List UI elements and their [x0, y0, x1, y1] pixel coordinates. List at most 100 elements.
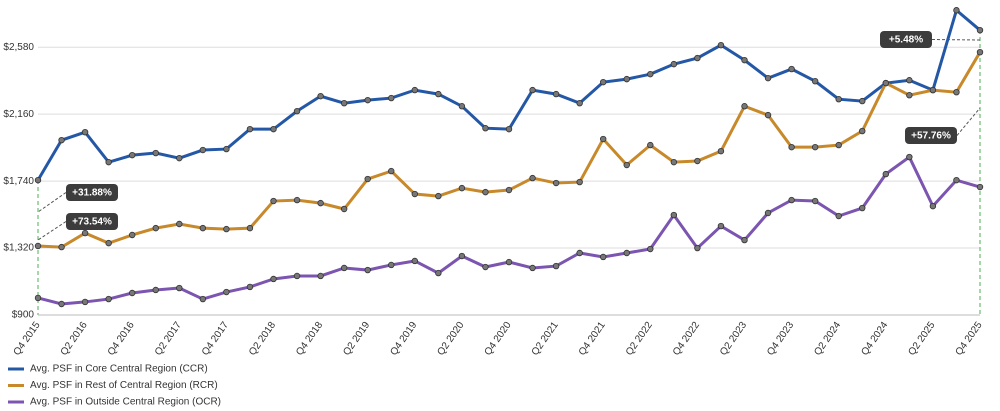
x-tick-label: Q2 2025 [906, 320, 937, 358]
data-point [929, 86, 937, 94]
data-point [670, 60, 678, 68]
data-point [717, 147, 725, 155]
data-point [529, 86, 536, 94]
data-point [199, 146, 207, 154]
data-point [105, 295, 112, 303]
y-tick-label: $2,160 [3, 109, 34, 120]
data-point [340, 99, 348, 107]
x-tick-label: Q2 2024 [812, 320, 843, 358]
data-point [505, 186, 513, 194]
x-tick-label: Q2 2017 [153, 320, 184, 358]
x-tick-label: Q4 2024 [859, 320, 890, 358]
data-point [576, 249, 583, 257]
data-point [105, 239, 112, 247]
data-point [623, 249, 630, 257]
data-point [670, 158, 678, 166]
data-point [152, 224, 159, 232]
data-point [482, 125, 489, 132]
data-point [953, 88, 960, 96]
data-point [388, 167, 395, 175]
data-point [953, 176, 960, 184]
data-point [58, 300, 65, 308]
annotation-box [905, 127, 957, 144]
data-point [81, 229, 89, 237]
data-point [694, 244, 701, 252]
data-point [717, 41, 725, 49]
data-point [105, 158, 112, 166]
data-point [694, 54, 701, 62]
data-point [223, 145, 230, 153]
data-point [717, 222, 725, 230]
data-point [152, 149, 159, 157]
data-point [835, 212, 842, 220]
data-point [435, 90, 442, 98]
data-point [458, 103, 466, 110]
data-point [953, 7, 960, 14]
data-point [364, 175, 371, 183]
data-point [270, 197, 277, 205]
data-point [741, 236, 748, 244]
data-point [764, 209, 772, 217]
x-tick-label: Q2 2016 [59, 320, 90, 358]
data-point [788, 196, 795, 204]
data-point [34, 242, 42, 250]
data-point [128, 151, 136, 159]
data-point [906, 77, 913, 84]
data-point [199, 224, 207, 232]
x-tick-label: Q4 2019 [388, 320, 419, 358]
data-point [788, 143, 795, 151]
annotation-leader [931, 39, 981, 41]
data-point [223, 225, 230, 233]
data-point [246, 224, 254, 232]
annotation-text: +5.48% [889, 35, 923, 46]
data-point [270, 275, 277, 283]
x-tick-label: Q2 2018 [247, 320, 278, 358]
data-point [128, 231, 136, 239]
annotation-text: +57.76% [911, 131, 951, 142]
data-point [270, 125, 277, 133]
x-tick-label: Q4 2015 [12, 320, 43, 358]
annotation-text: +31.88% [72, 188, 112, 199]
data-point [647, 70, 654, 78]
data-point [152, 286, 159, 294]
data-point [529, 264, 536, 272]
data-point [929, 202, 937, 210]
data-point [34, 294, 42, 302]
data-point [411, 257, 418, 265]
data-point [435, 269, 442, 277]
data-point [976, 26, 984, 34]
data-point [859, 204, 866, 212]
data-point [199, 295, 207, 303]
data-point [647, 245, 654, 253]
data-point [128, 289, 136, 297]
annotation-box [880, 31, 932, 48]
data-point [835, 95, 842, 103]
data-point [176, 154, 183, 162]
data-point [34, 176, 42, 184]
x-tick-label: Q2 2021 [530, 320, 561, 358]
x-tick-label: Q4 2020 [483, 320, 514, 358]
data-point [176, 284, 183, 292]
data-point [293, 272, 301, 280]
annotation-leader [956, 107, 981, 136]
data-point [505, 258, 513, 266]
data-point [364, 266, 371, 274]
data-point [340, 264, 348, 272]
x-tick-label: Q4 2023 [765, 320, 796, 358]
data-point [600, 253, 607, 261]
data-point [906, 92, 913, 99]
grid [38, 46, 980, 316]
series-line [37, 154, 981, 306]
annotation-leader [37, 192, 67, 213]
data-point [435, 192, 442, 200]
data-point [788, 65, 795, 73]
annotation-text: +73.54% [72, 217, 112, 228]
data-point [458, 252, 466, 260]
data-point [906, 153, 913, 161]
data-point [811, 197, 819, 205]
y-tick-label: $900 [12, 310, 35, 321]
data-point [317, 199, 324, 207]
data-point [458, 184, 466, 192]
data-point [388, 94, 395, 102]
legend-label: Avg. PSF in Rest of Central Region (RCR) [30, 380, 218, 391]
